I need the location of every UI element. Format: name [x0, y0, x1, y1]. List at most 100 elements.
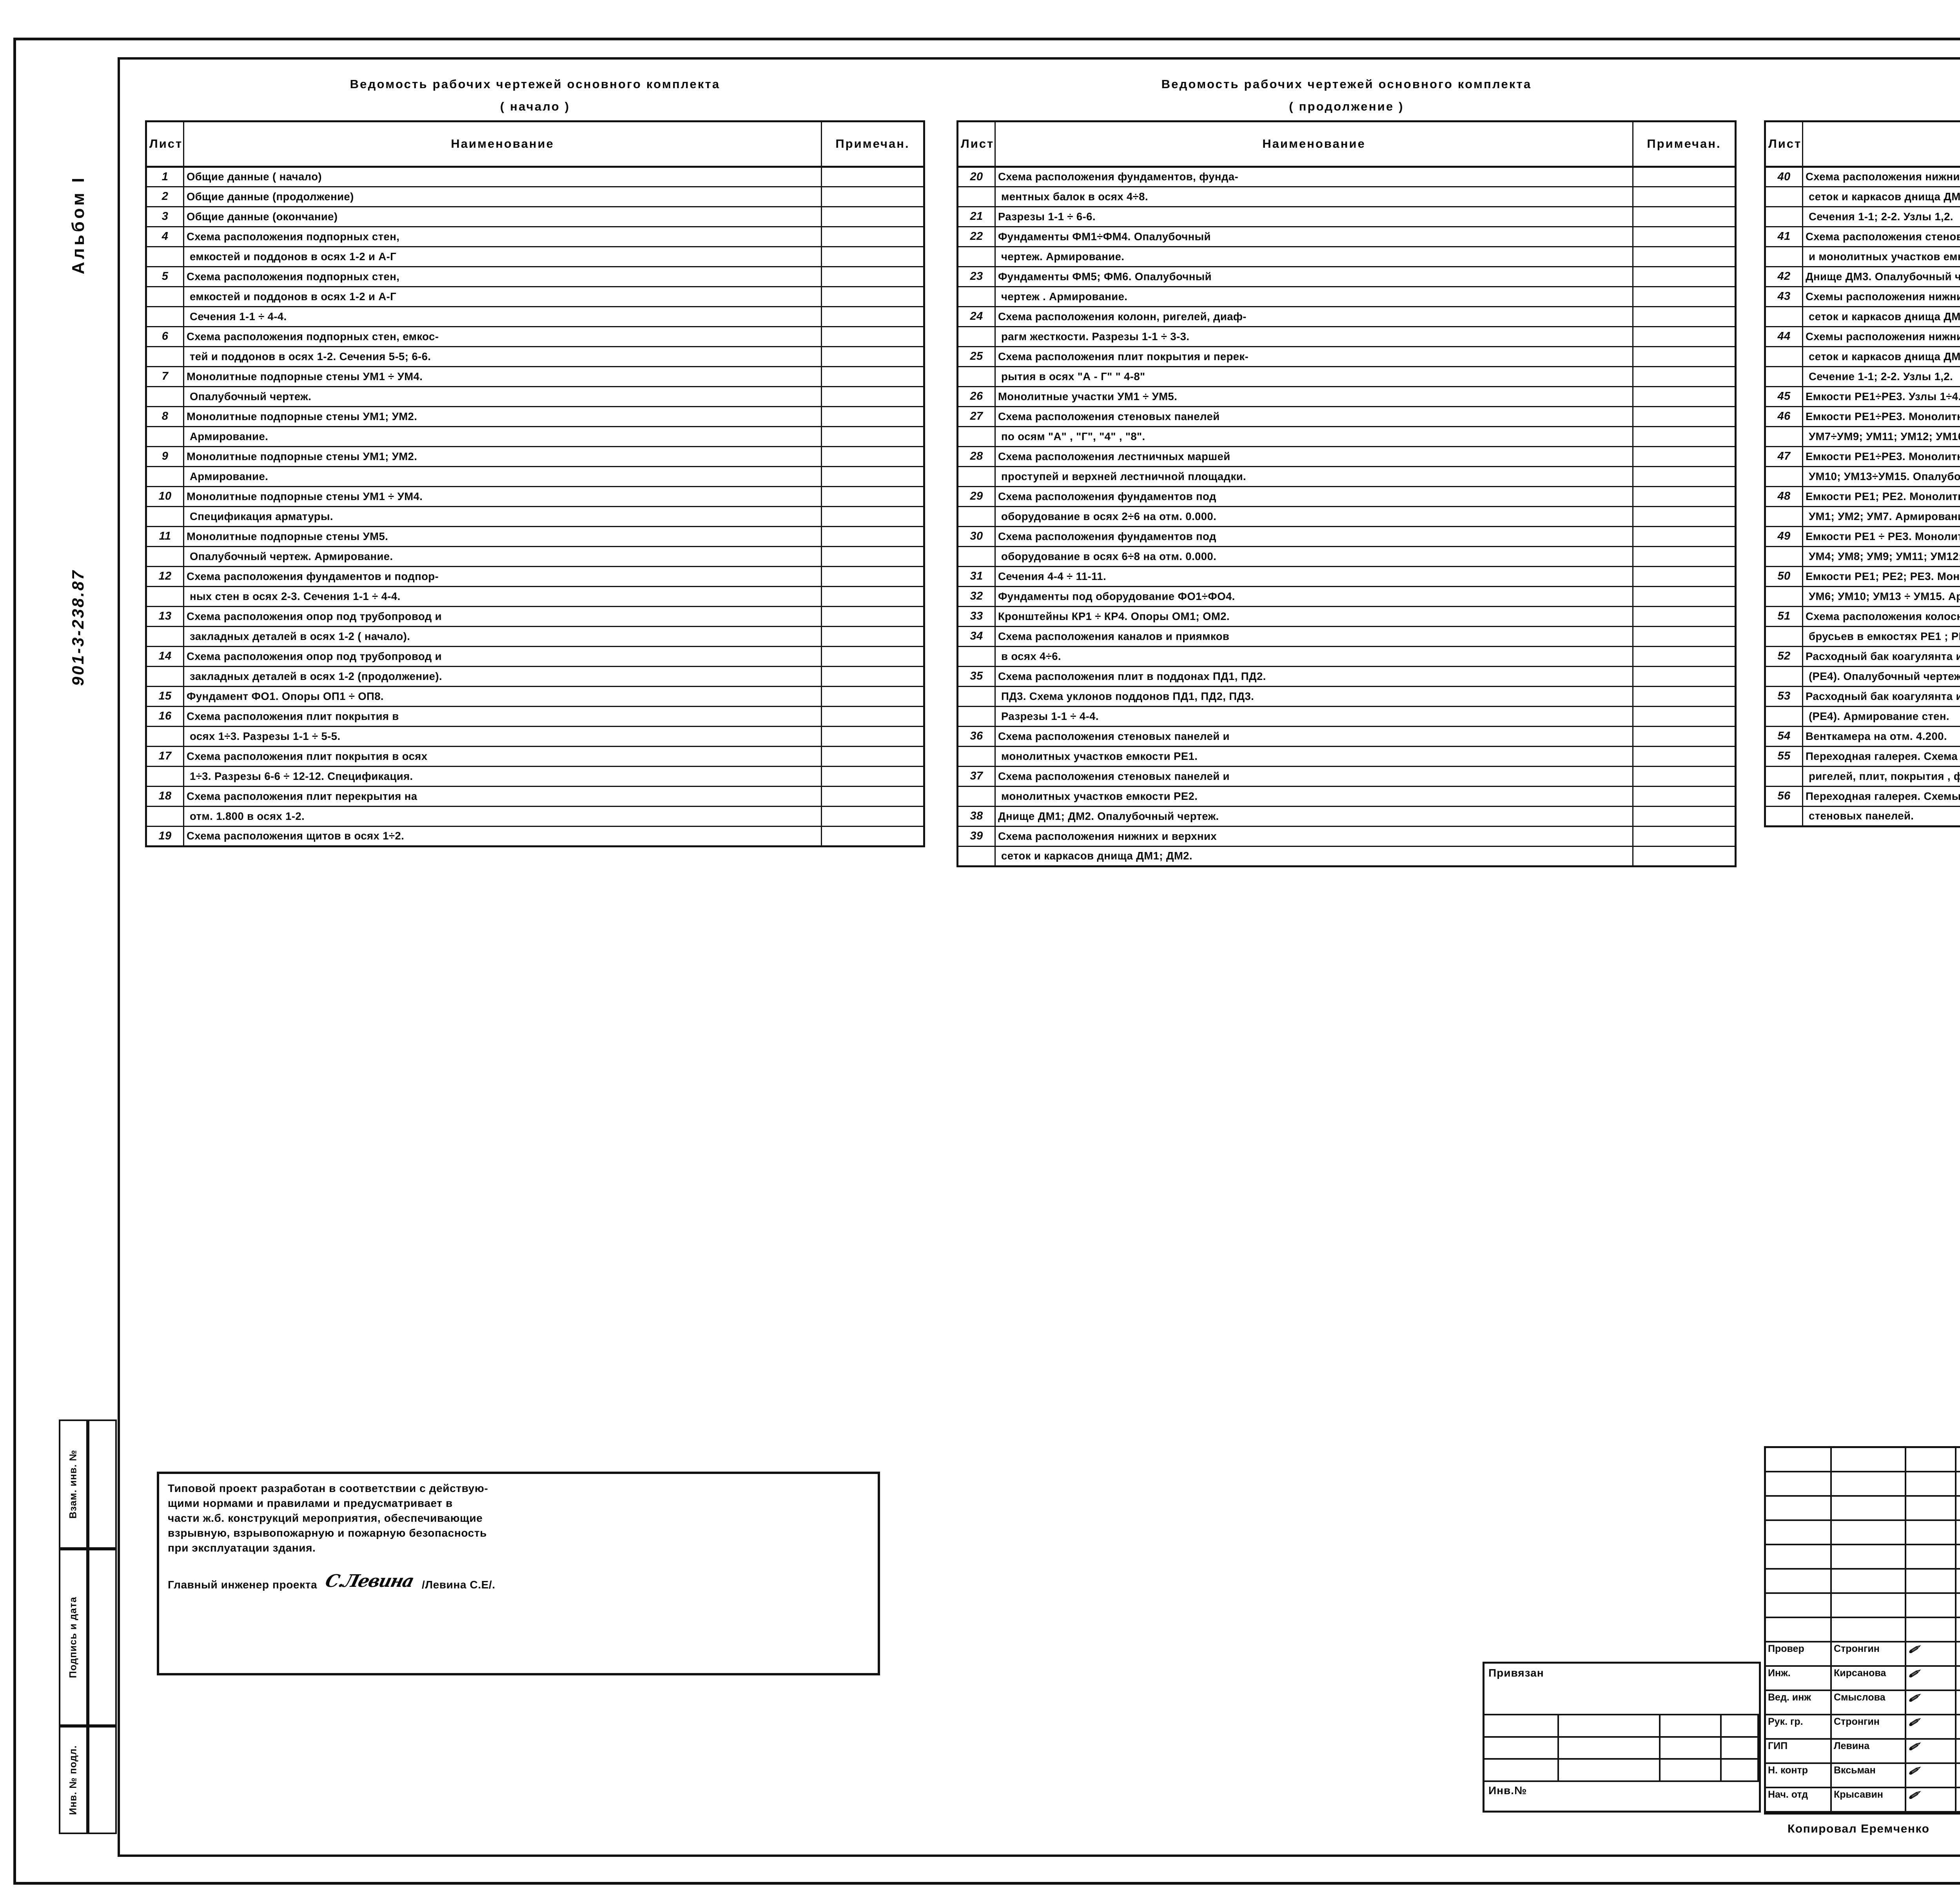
table-row: Сечения 1-1; 2-2. Узлы 1,2.: [1764, 206, 1960, 227]
table-row: 23 Фундаменты ФМ5; ФМ6. Опалубочный: [957, 266, 1736, 287]
cell-note: [821, 506, 925, 527]
signer-cell: [1766, 1618, 1832, 1642]
cell-sheet-name: Схема расположения колонн, ригелей, диаф…: [995, 306, 1633, 327]
album-label: Альбом I: [69, 175, 88, 274]
cell-sheet-number: [957, 286, 996, 307]
cell-sheet-number: [145, 725, 184, 747]
signer-row: Рук. гр. Стронгин ✐: [1766, 1715, 1960, 1740]
table-row: монолитных участков емкости РЕ1.: [957, 745, 1736, 767]
cell-sheet-name: проступей и верхней лестничной площадки.: [995, 466, 1633, 487]
cell-note: [821, 446, 925, 467]
signer-row-blank: [1766, 1448, 1960, 1472]
table-row: оборудование в осях 2÷6 на отм. 0.000.: [957, 506, 1736, 527]
signer-role: ГИП: [1766, 1740, 1832, 1764]
signer-name: Стронгин: [1832, 1715, 1906, 1740]
signer-cell: [1906, 1570, 1956, 1594]
table-row: 30 Схема расположения фундаментов под: [957, 526, 1736, 547]
cell-sheet-number: [145, 466, 184, 487]
cell-sheet-name: Днище ДМ3. Опалубочный чертеж.: [1802, 266, 1960, 287]
cell-sheet-name: Опалубочный чертеж. Армирование.: [183, 546, 822, 567]
cell-sheet-name: Схема расположения подпорных стен,: [183, 226, 822, 247]
cell-note: [821, 765, 925, 787]
cell-note: [1632, 246, 1736, 267]
cell-sheet-number: 46: [1764, 406, 1803, 427]
cell-sheet-name: монолитных участков емкости РЕ2.: [995, 785, 1633, 807]
sheet-outer-frame: [13, 38, 1960, 1885]
cell-sheet-number: [145, 506, 184, 527]
header-note: Примечан.: [821, 120, 925, 168]
note-line-4: взрывную, взрывопожарную и пожарную безо…: [168, 1527, 487, 1539]
cell-sheet-name: Схема расположения фундаментов под: [995, 486, 1633, 507]
cell-sheet-number: 27: [957, 406, 996, 427]
cell-sheet-name: Фундаменты ФМ1÷ФМ4. Опалубочный: [995, 226, 1633, 247]
cell-note: [1632, 406, 1736, 427]
cell-sheet-number: [145, 765, 184, 787]
cell-sheet-number: 15: [145, 685, 184, 707]
cell-note: [821, 466, 925, 487]
cell-sheet-number: 47: [1764, 446, 1803, 467]
cell-note: [821, 526, 925, 547]
note-line-5: при эксплуатации здания.: [168, 1542, 316, 1554]
cell-sheet-number: [1764, 506, 1803, 527]
cell-sheet-name: Емкости РЕ1; РЕ2. Монолитные участки: [1802, 486, 1960, 507]
cell-sheet-name: Схемы расположения нижних и верхних: [1802, 286, 1960, 307]
table-row: 8 Монолитные подпорные стены УМ1; УМ2.: [145, 406, 925, 427]
cell-note: [821, 486, 925, 507]
table-row: 20 Схема расположения фундаментов, фунда-: [957, 166, 1736, 187]
cell-sheet-name: Монолитные подпорные стены УМ5.: [183, 526, 822, 547]
cell-note: [821, 306, 925, 327]
title-block-footer: Копировал Еремченко Формат А2: [1764, 1822, 1960, 1836]
copier-label: Копировал Еремченко: [1788, 1822, 1930, 1835]
cell-note: [1632, 546, 1736, 567]
note-line-2: щими нормами и правилами и предусматрива…: [168, 1497, 453, 1510]
signer-cell: [1906, 1521, 1956, 1545]
cell-sheet-number: [957, 546, 996, 567]
signature-glyph: ✐: [1906, 1692, 1920, 1706]
signature-glyph: ✐: [1906, 1740, 1920, 1754]
cell-sheet-name: 1÷3. Разрезы 6-6 ÷ 12-12. Спецификация.: [183, 765, 822, 787]
cell-sheet-name: сеток и каркасов днища ДМ1; ДМ2.: [995, 845, 1633, 867]
table-row: 7 Монолитные подпорные стены УМ1 ÷ УМ4.: [145, 366, 925, 387]
stamp-label-vzam: Взам. инв. №: [67, 1449, 79, 1519]
cell-note: [821, 326, 925, 347]
cell-sheet-number: [1764, 466, 1803, 487]
cell-sheet-number: 5: [145, 266, 184, 287]
cell-sheet-number: 51: [1764, 605, 1803, 627]
cell-sheet-name: Фундаменты ФМ5; ФМ6. Опалубочный: [995, 266, 1633, 287]
cell-sheet-name: Расходный бак коагулянта и полиакриламид…: [1802, 685, 1960, 707]
cell-sheet-number: 2: [145, 186, 184, 207]
cell-sheet-name: Емкости РЕ1÷РЕ3. Монолитные участки УМ5;…: [1802, 446, 1960, 467]
cell-sheet-number: 55: [1764, 745, 1803, 767]
binding-box-title: Привязан: [1485, 1664, 1759, 1715]
signer-row-blank: [1766, 1472, 1960, 1497]
cell-sheet-number: [957, 745, 996, 767]
cell-sheet-number: 43: [1764, 286, 1803, 307]
cell-sheet-name: Фундаменты под оборудование ФО1÷ФО4.: [995, 586, 1633, 607]
cell-sheet-name: монолитных участков емкости РЕ1.: [995, 745, 1633, 767]
cell-sheet-name: Схема расположения плит покрытия в осях: [183, 745, 822, 767]
cell-sheet-number: [957, 845, 996, 867]
cell-sheet-name: Сечения 1-1; 2-2. Узлы 1,2.: [1802, 206, 1960, 227]
signer-cell: [1956, 1545, 1960, 1570]
title-block: Провер Стронгин ✐ Инж. Кирсанова ✐ Вед. инж Смы…: [1764, 1446, 1960, 1815]
signer-cell: [1832, 1545, 1906, 1570]
cell-note: [821, 665, 925, 687]
cell-sheet-name: Сечения 4-4 ÷ 11-11.: [995, 566, 1633, 587]
cell-note: [1632, 725, 1736, 747]
table-row: 39 Схема расположения нижних и верхних: [957, 825, 1736, 847]
signer-name: Кирсанова: [1832, 1667, 1906, 1691]
cell-sheet-number: 13: [145, 605, 184, 627]
note-line-3: части ж.б. конструкций мероприятия, обес…: [168, 1512, 483, 1525]
table-row: УМ6; УМ10; УМ13 ÷ УМ15. Армирование.: [1764, 586, 1960, 607]
cell-sheet-name: ригелей, плит, покрытия , фундаментов.: [1802, 765, 1960, 787]
signer-signature: ✐: [1906, 1764, 1956, 1788]
stamp-cell-vzam: Взам. инв. №: [59, 1419, 88, 1549]
cell-sheet-name: Монолитные подпорные стены УМ1 ÷ УМ4.: [183, 366, 822, 387]
cell-sheet-name: Схема расположения фундаментов, фунда-: [995, 166, 1633, 187]
cell-sheet-name: УМ1; УМ2; УМ7. Армирование.: [1802, 506, 1960, 527]
cell-sheet-number: [145, 805, 184, 827]
signer-row: Инж. Кирсанова ✐: [1766, 1667, 1960, 1691]
